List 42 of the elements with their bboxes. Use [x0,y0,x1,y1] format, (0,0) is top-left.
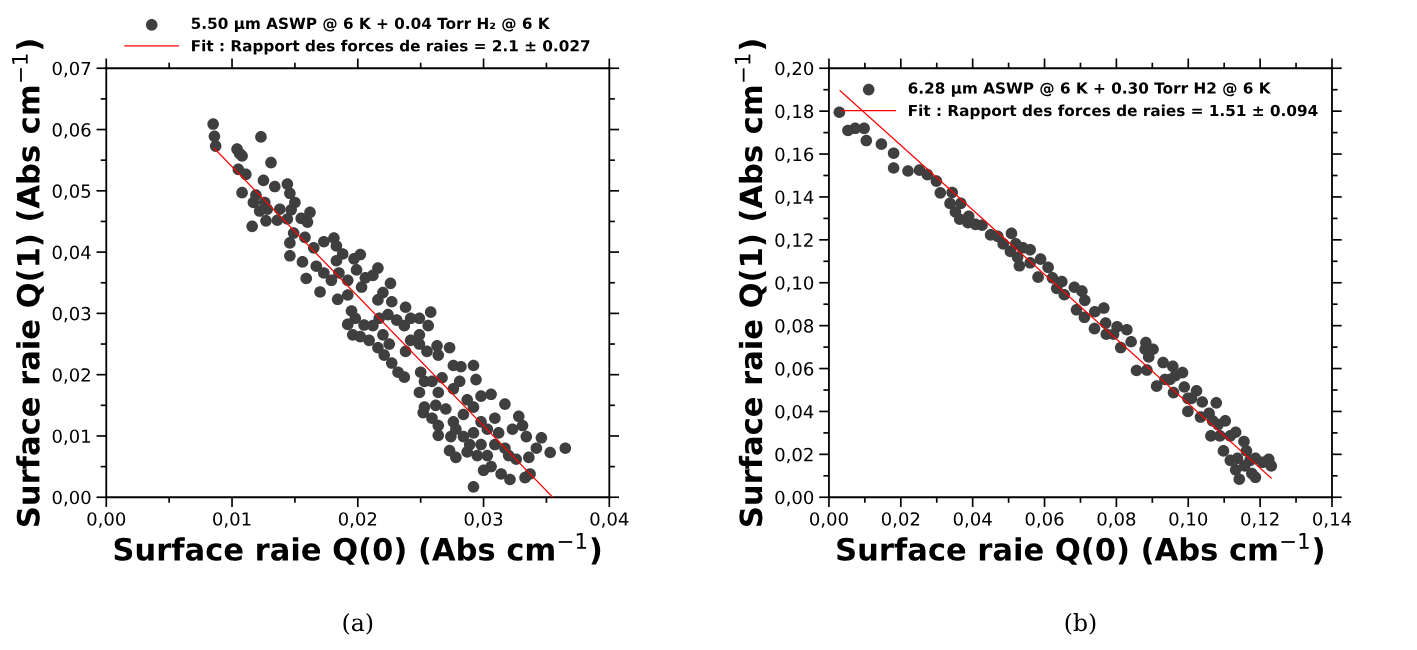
x-axis-title: Surface raie Q(0) (Abs cm$^{−1}$) [837,533,1323,565]
x-tick-label: 0,02 [881,512,920,528]
x-tick-label: 0,04 [590,512,629,528]
x-axis-title: Surface raie Q(0) (Abs cm$^{−1}$) [114,533,601,565]
y-tick-label: 0,00 [52,490,91,507]
x-tick-label: 0,00 [810,512,848,528]
x-tick-label: 0,02 [338,512,377,528]
y-axis-title: Surface raie Q(1) (Abs cm$^{−1}$) [734,40,767,526]
legend-label: Fit : Rapport des forces de raies = 2.1 ± 0.027 [192,39,590,55]
y-tick-label: 0,01 [52,429,91,445]
y-tick-label: 0,04 [52,245,91,262]
x-tick-label: 0,03 [464,512,503,528]
y-tick-label: 0,20 [775,61,814,78]
legend-label: 5.50 µm ASWP @ 6 K + 0.04 Torr H₂ @ 6 K [191,17,551,33]
y-tick-label: 0,02 [52,368,90,384]
legend-label: Fit : Rapport des forces de raies = 1.51 ± 0.094 [909,104,1318,120]
y-axis-title: Surface raie Q(1) (Abs cm$^{−1}$) [12,40,44,526]
y-tick-label: 0,06 [52,122,91,139]
x-tick-label: 0,14 [1313,512,1352,528]
y-tick-label: 0,12 [775,233,813,249]
y-tick-label: 0,07 [52,61,91,78]
y-tick-label: 0,05 [52,184,91,200]
x-tick-label: 0,04 [953,512,992,528]
y-tick-label: 0,00 [775,490,814,507]
y-tick-label: 0,18 [775,104,814,121]
x-tick-label: 0,08 [1097,512,1136,528]
text: (a) [343,613,373,635]
y-tick-label: 0,08 [775,319,814,335]
y-tick-label: 0,02 [775,447,813,464]
x-tick-label: 0,12 [1241,512,1279,528]
legend-label: 6.28 µm ASWP @ 6 K + 0.30 Torr H2 @ 6 K [908,82,1272,97]
y-tick-label: 0,14 [775,190,814,206]
y-tick-label: 0,06 [775,362,814,378]
y-tick-label: 0,16 [775,147,814,164]
x-tick-label: 0,06 [1025,512,1064,528]
x-tick-label: 0,10 [1169,512,1208,528]
y-tick-label: 0,10 [775,276,814,292]
y-tick-label: 0,03 [52,306,91,323]
x-tick-label: 0,00 [87,512,126,528]
text: (b) [1065,613,1096,635]
x-tick-label: 0,01 [213,512,251,528]
y-tick-label: 0,04 [775,404,814,421]
